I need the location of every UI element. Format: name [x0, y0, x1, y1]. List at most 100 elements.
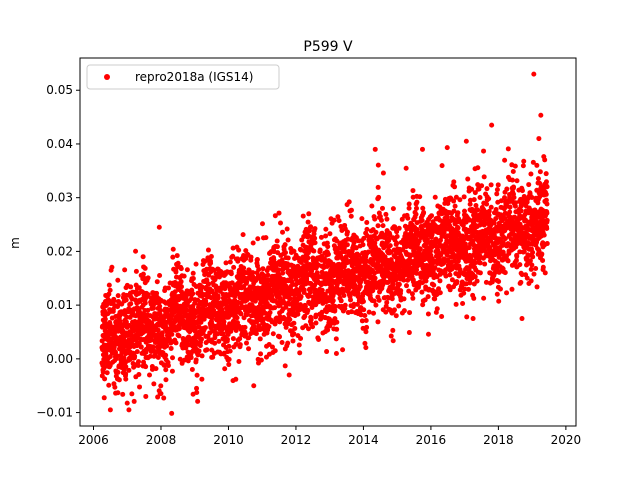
- data-point: [344, 242, 350, 248]
- data-point: [364, 226, 370, 232]
- data-point: [272, 305, 278, 311]
- data-point: [452, 184, 458, 190]
- data-point: [224, 336, 230, 342]
- data-point: [258, 351, 264, 357]
- data-point: [544, 226, 550, 232]
- data-point: [379, 205, 385, 211]
- data-point: [544, 210, 550, 216]
- data-point: [235, 258, 241, 264]
- data-point: [190, 270, 196, 276]
- data-point: [392, 307, 397, 313]
- data-point: [305, 255, 311, 261]
- data-point: [226, 356, 232, 362]
- data-point: [465, 286, 471, 292]
- data-point: [398, 288, 404, 294]
- data-point: [295, 311, 301, 317]
- data-point: [380, 170, 386, 176]
- data-point: [115, 293, 121, 299]
- data-point: [313, 320, 319, 326]
- data-point: [425, 294, 431, 300]
- data-point: [106, 291, 112, 297]
- data-point: [406, 201, 412, 207]
- data-point: [401, 308, 407, 314]
- data-point: [150, 344, 156, 350]
- data-point: [187, 329, 193, 335]
- data-point: [155, 327, 161, 333]
- data-point: [473, 203, 479, 209]
- data-point: [222, 366, 228, 372]
- data-point: [542, 157, 548, 163]
- data-point: [390, 206, 396, 212]
- data-point: [312, 235, 318, 241]
- data-point: [163, 367, 169, 373]
- data-point: [373, 302, 379, 308]
- data-point: [518, 208, 524, 214]
- data-point: [242, 324, 248, 330]
- data-point: [305, 307, 311, 313]
- data-point: [504, 186, 510, 192]
- data-point: [111, 298, 117, 304]
- data-point: [364, 324, 370, 330]
- data-point: [486, 196, 492, 202]
- data-point: [464, 314, 470, 320]
- data-point: [543, 191, 549, 197]
- data-point: [410, 295, 416, 301]
- data-point: [455, 210, 461, 216]
- data-point: [543, 179, 549, 185]
- data-point: [173, 269, 179, 275]
- data-point: [494, 291, 500, 297]
- data-point: [161, 395, 167, 401]
- data-point: [461, 290, 467, 296]
- data-point: [250, 270, 256, 276]
- data-point: [325, 244, 331, 250]
- data-point: [243, 248, 249, 254]
- data-point: [362, 340, 368, 346]
- data-point: [140, 254, 146, 260]
- data-point: [389, 296, 395, 302]
- data-point: [169, 410, 175, 416]
- data-point: [256, 266, 262, 272]
- data-point: [481, 148, 487, 154]
- data-point: [308, 224, 314, 230]
- data-point: [536, 136, 542, 142]
- data-point: [211, 267, 217, 273]
- data-point: [228, 328, 234, 334]
- data-point: [414, 199, 420, 205]
- data-point: [170, 254, 176, 260]
- data-point: [472, 274, 478, 280]
- data-point: [287, 296, 293, 302]
- data-point: [410, 188, 416, 194]
- data-point: [123, 319, 129, 325]
- data-point: [157, 307, 163, 313]
- data-point: [421, 209, 427, 215]
- data-point: [257, 336, 263, 342]
- data-point: [311, 248, 317, 254]
- data-point: [323, 226, 329, 232]
- data-point: [142, 300, 148, 306]
- data-point: [507, 209, 513, 215]
- data-point: [116, 377, 122, 383]
- data-point: [502, 270, 508, 276]
- data-point: [451, 179, 457, 185]
- data-point: [114, 353, 120, 359]
- data-point: [202, 325, 208, 331]
- data-point: [124, 400, 130, 406]
- data-point: [216, 338, 222, 344]
- data-point: [324, 349, 330, 355]
- data-point: [317, 247, 323, 253]
- data-point: [230, 336, 236, 342]
- data-point: [284, 226, 290, 232]
- data-point: [169, 331, 175, 337]
- data-point: [237, 342, 243, 348]
- data-point: [341, 292, 347, 298]
- data-point: [134, 349, 140, 355]
- data-point: [126, 367, 132, 373]
- data-point: [390, 327, 396, 333]
- data-point: [296, 342, 302, 348]
- y-tick-label: 0.05: [46, 83, 73, 97]
- data-point: [383, 211, 389, 217]
- data-point: [496, 279, 502, 285]
- data-point: [479, 183, 485, 189]
- data-point: [111, 344, 117, 350]
- data-point: [331, 217, 337, 223]
